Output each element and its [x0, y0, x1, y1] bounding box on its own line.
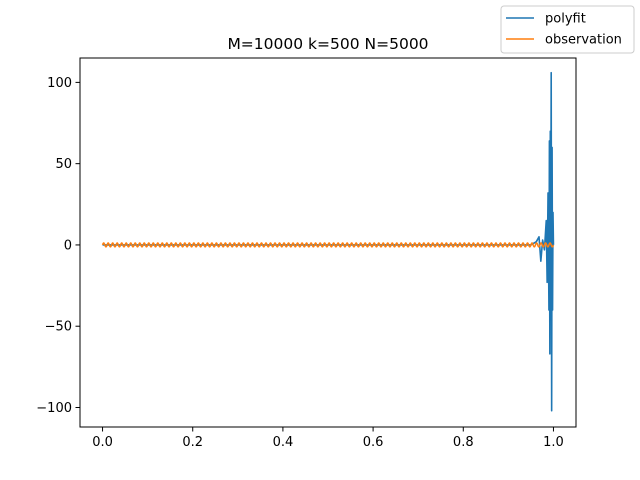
y-tick-label: −50 — [45, 320, 72, 335]
y-axis: 100 50 0 −50 −100 — [36, 76, 80, 416]
y-tick-label: 50 — [55, 157, 72, 172]
series-line-observation — [101, 242, 555, 248]
x-tick-label: 0.4 — [273, 435, 294, 450]
legend-box — [500, 5, 635, 54]
chart-title: M=10000 k=500 N=5000 — [227, 35, 428, 53]
y-tick-label: −100 — [36, 401, 72, 416]
legend-label-observation: observation — [545, 33, 622, 48]
legend: polyfit observation — [500, 5, 635, 54]
x-tick-label: 0.8 — [453, 435, 474, 450]
plot-frame — [79, 57, 577, 428]
x-tick-label: 0.0 — [92, 435, 113, 450]
x-tick-label: 1.0 — [543, 435, 564, 450]
x-tick-label: 0.6 — [363, 435, 384, 450]
series-layer — [101, 71, 555, 412]
y-tick-label: 0 — [64, 238, 72, 253]
y-tick-label: 100 — [47, 76, 72, 91]
legend-label-polyfit: polyfit — [545, 12, 586, 27]
x-tick-label: 0.2 — [182, 435, 203, 450]
x-axis: 0.0 0.2 0.4 0.6 0.8 1.0 — [92, 427, 564, 450]
